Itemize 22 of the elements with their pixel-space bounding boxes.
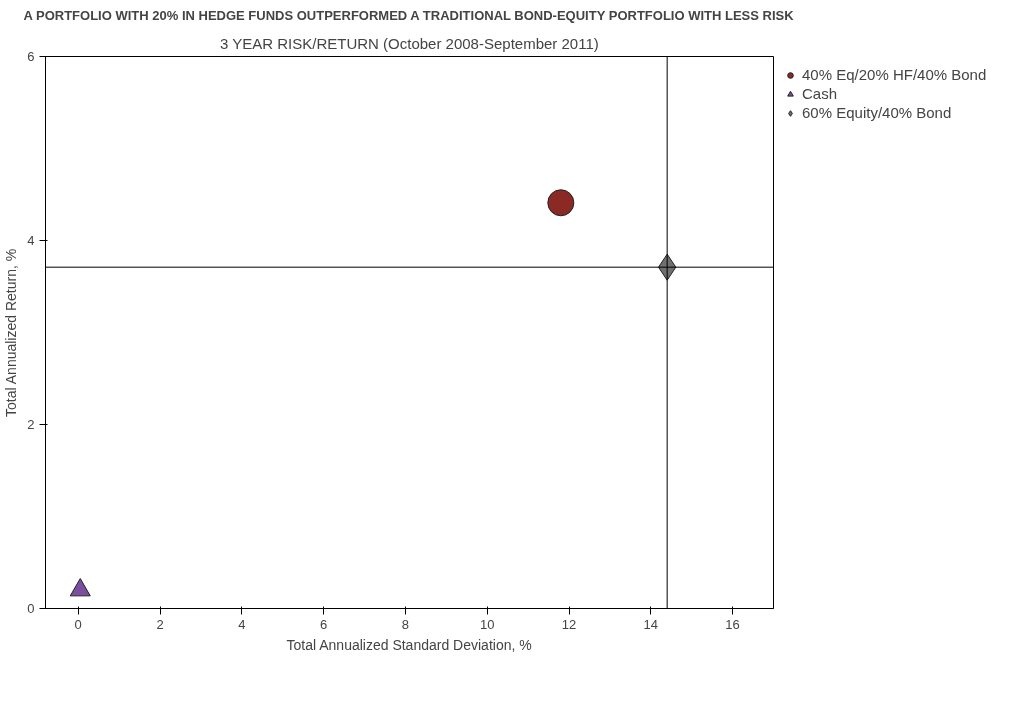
x-tick-label: 12: [561, 616, 577, 632]
legend-label: Cash: [802, 85, 838, 102]
chart-title: A PORTFOLIO WITH 20% IN HEDGE FUNDS OUTPERFORMED A TRADITIONAL BOND-EQUITY PORTFOLIO WITH LESS RISK: [23, 7, 795, 23]
legend-label: 40% Eq/20% HF/40% Bond: [802, 66, 987, 83]
point: [547, 189, 575, 217]
x-tick-label: 16: [725, 616, 740, 632]
y-axis-title: Total Annualized Return, %: [3, 248, 20, 417]
x-tick-label: 14: [643, 616, 659, 632]
legend-label: 60% Equity/40% Bond: [802, 104, 952, 121]
x-tick-label: 10: [479, 616, 495, 632]
y-tick-label: 0: [27, 601, 35, 616]
point: [69, 578, 91, 597]
y-tick-label: 2: [27, 417, 35, 432]
y-tick-label: 4: [27, 233, 35, 248]
x-tick-label: 2: [156, 616, 164, 632]
x-tick-label: 6: [320, 616, 328, 632]
x-tick-label: 4: [238, 616, 246, 632]
x-axis-title: Total Annualized Standard Deviation, %: [286, 636, 532, 653]
y-tick-label: 6: [27, 49, 35, 64]
x-tick-label: 0: [74, 616, 82, 632]
x-tick-label: 8: [401, 616, 410, 632]
chart-subtitle: 3 YEAR RISK/RETURN (October 2008-September 2011): [219, 34, 599, 52]
